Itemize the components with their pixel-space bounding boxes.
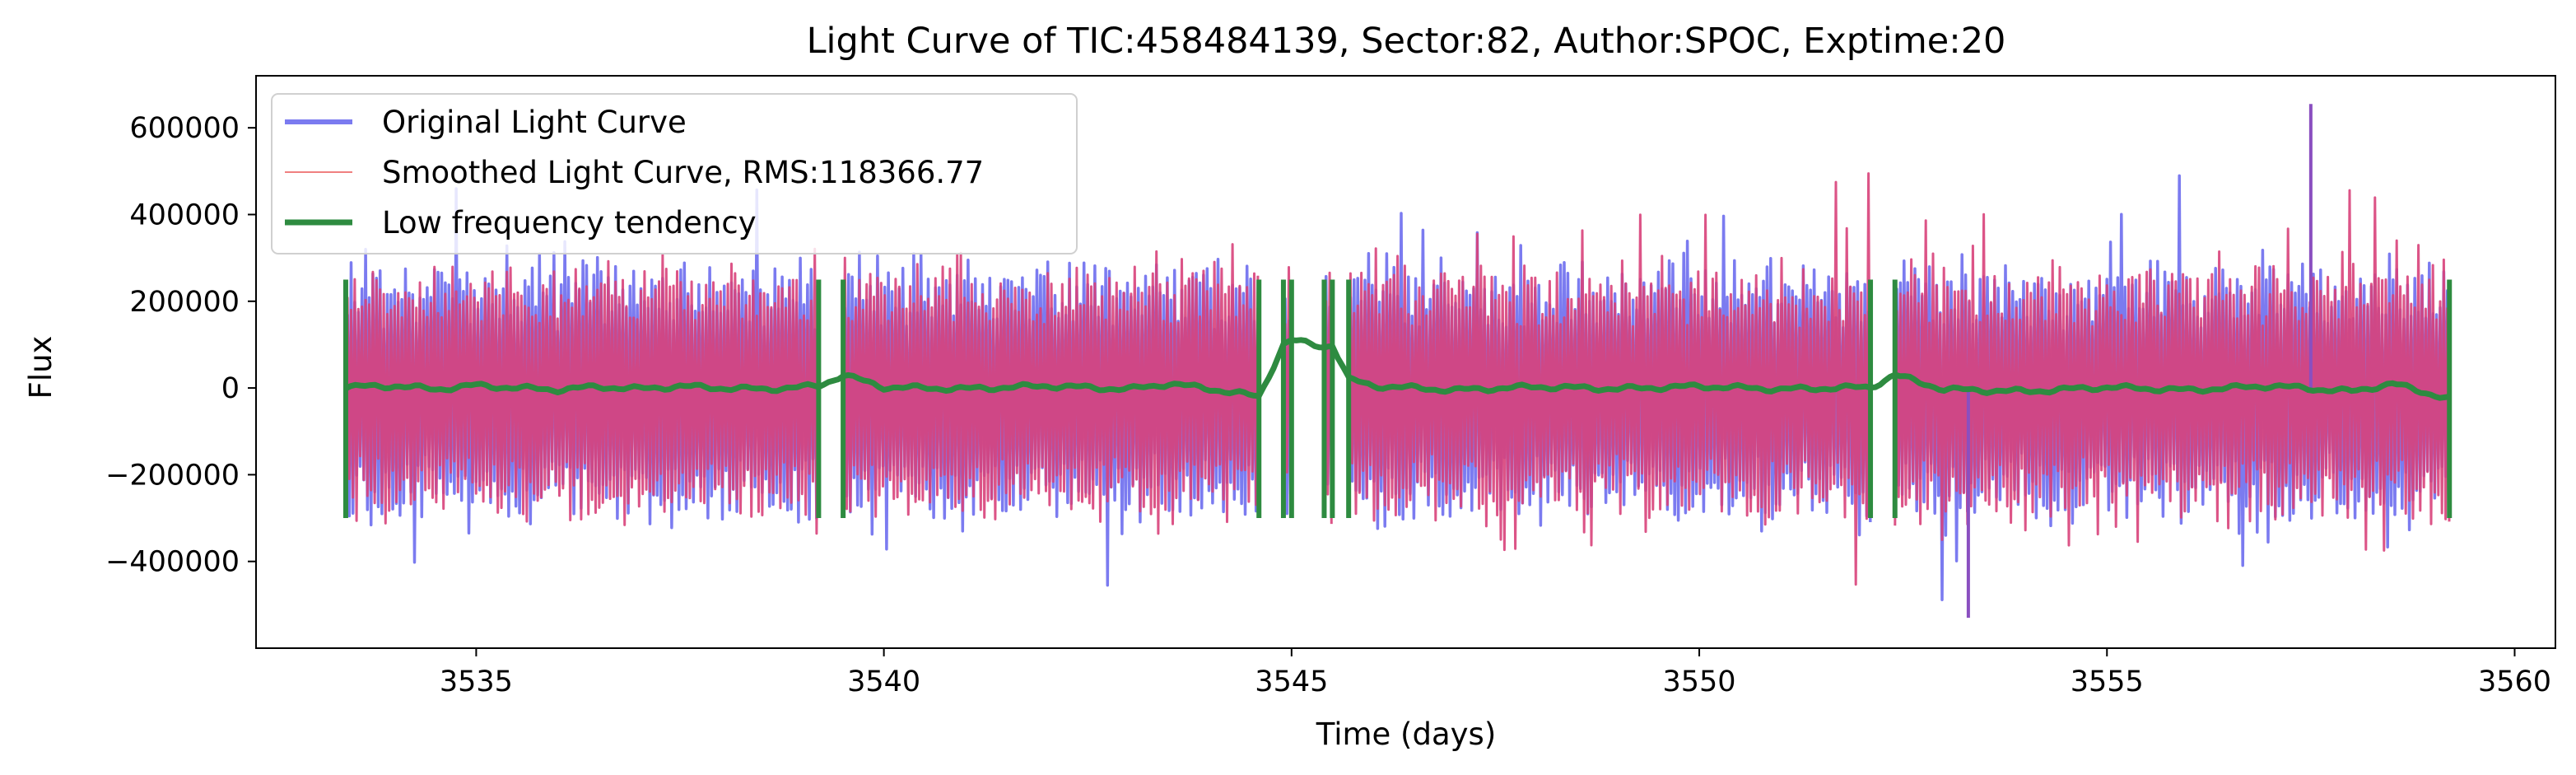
x-tick-label: 3545 [1255,665,1328,698]
smoothed-curve-segment [1347,172,1872,586]
x-tick-label: 3555 [2071,665,2144,698]
y-tick-label: −200000 [105,459,240,492]
x-axis-label: Time (days) [1316,717,1497,752]
y-axis: −400000 −200000 0 200000 400000 600000 [105,112,256,579]
plot-area [342,104,2453,619]
smoothed-curve-segment [841,243,1260,535]
y-tick-label: 200000 [129,286,240,319]
legend-label-original: Original Light Curve [382,105,687,140]
legend-label-trend: Low frequency tendency [382,205,757,240]
y-tick-label: 600000 [129,112,240,145]
x-tick-label: 3560 [2478,665,2551,698]
plot-frame [255,75,2556,649]
x-tick-label: 3535 [440,665,513,698]
legend-label-smoothed: Smoothed Light Curve, RMS:118366.77 [382,155,984,190]
series-trend [342,279,2453,519]
x-axis: 3535 3540 3545 3550 3555 3560 [440,648,2551,698]
legend: Original Light Curve Smoothed Light Curv… [271,93,1078,254]
smoothed-curve-segment [344,247,820,535]
trend-line [344,337,2450,401]
y-tick-label: 0 [221,372,240,405]
smoothed-curve-segment [1894,189,2451,552]
x-tick-label: 3550 [1663,665,1736,698]
y-tick-label: 400000 [129,198,240,231]
y-axis-label: Flux [23,336,58,399]
legend-box [271,93,1078,254]
x-tick-label: 3540 [847,665,920,698]
chart-title: Light Curve of TIC:458484139, Sector:82,… [807,21,2006,62]
y-tick-label: −400000 [105,546,240,579]
